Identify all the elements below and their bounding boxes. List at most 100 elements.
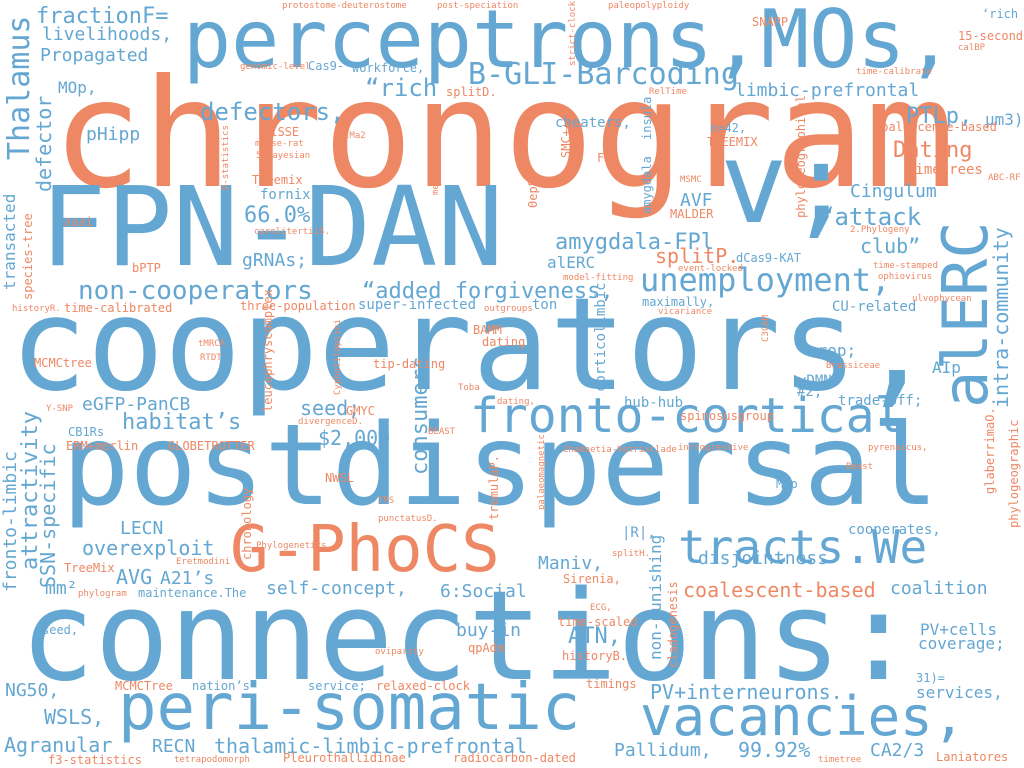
word: RTDT [200,353,222,363]
word: self-concept, [266,578,407,599]
word: AVF [680,190,713,211]
word: fronto-cortical [470,388,904,444]
word: timetrees [907,162,983,178]
word: mesohexaploidy [431,119,441,195]
word: ton [532,297,558,313]
word: gRNAs; [242,250,308,271]
word: fornix, [260,187,320,203]
word: LECN [120,518,164,539]
word: Treemix [252,173,303,187]
word: transacted [0,193,19,290]
word: v; [720,119,855,249]
word: time-calibrated [64,301,173,315]
word: amygdala [640,156,654,214]
word: eGFP-PanCB [82,394,191,415]
word: Cingulum [850,181,937,202]
word: Pallidum, [614,740,712,761]
word: 99.92% [738,738,811,762]
word: outgroups [484,304,533,314]
word: $2,000 [318,426,391,450]
word: insula [640,96,654,140]
word: livelihoods, [42,24,173,45]
word: ‘rich [982,7,1019,21]
word: C3CAM [761,314,771,342]
word: fractionF= [36,4,169,29]
word: splitD. [446,85,497,99]
word: tip-dating [373,357,446,371]
word: splitP. [655,244,740,268]
word: 2.Phylogeny [850,225,910,235]
word: MCMCtree [34,356,92,370]
word: ABC-RF [988,173,1021,183]
word: coalition [890,578,988,599]
word: Θep80 [526,171,540,208]
word: coalescent-based [683,578,876,602]
word: tMRCA [198,339,226,349]
word: GMYC [346,404,375,418]
word: BAMM [473,323,502,337]
word: qpAdm [468,641,505,655]
word: three-population [240,299,356,313]
word: CA2/3 [870,740,925,761]
word: unemployment, [640,261,891,299]
word: coverage; [918,634,1005,653]
word: PV+cells [920,620,998,639]
word: Thalamus [2,15,37,161]
word: spinosusgroup [680,409,774,423]
word: MALDER [670,207,714,221]
word: Brassiceae [826,361,881,371]
word: disjointness [698,548,829,569]
word: defector [32,95,56,192]
word: CB1Rs [68,425,105,439]
word: AVG [116,565,153,589]
word: genomic-level [240,62,311,72]
word: historyR. [12,304,61,314]
word: introgressive [678,443,749,453]
word: Cyphotilapiini [333,319,343,395]
word: pyrenaicus, [868,443,928,453]
word: GLOBETROTTER [168,439,255,453]
word: timetree [818,755,862,765]
word: Phylogenetics [256,541,327,551]
word: IMa2 [344,131,366,141]
word: #2; [797,384,823,400]
word: punctatusD. [378,514,438,524]
word: 31)= [916,671,945,685]
word: connections: [20,565,916,709]
word: chronogram [52,48,956,222]
word: Propagated [40,45,149,66]
word: FiSSE [263,125,300,139]
word: SMC++ [559,121,573,158]
word: alERC [929,221,1002,408]
word: FPN-DAN [40,163,504,291]
word: timings [586,677,637,691]
word: post-speciation [437,1,519,11]
word: Agranular [4,733,113,757]
word: 66.0%, [244,203,324,228]
word: trade-off; [838,393,923,409]
word: ECG, [590,603,612,613]
word: model-fitting [563,273,634,283]
word: buy-in [456,620,522,641]
word: Dating [893,138,973,163]
word: BEAST [428,427,456,437]
word: historyB. [562,649,628,663]
word: phylogram [78,589,127,599]
word: crop; [808,341,857,360]
word: vacancies, [640,685,966,748]
word: oviparity [375,647,424,657]
word: amygdala-FPl [555,230,714,255]
word: NG50, [5,680,60,701]
word: protostome-deuterostome [282,1,407,11]
word: chronology [240,487,254,560]
word: MOp [776,477,798,491]
word: alERC [547,253,596,272]
word: seed; [300,396,361,420]
word: Beast [846,462,874,472]
word: cooperates, [848,522,941,538]
word: palaeomagnetic [537,434,547,510]
word: tracts.We [678,520,928,574]
word: defectors, [200,98,345,126]
word: paleopolyploidy [608,1,690,11]
word: Sirenia, [563,572,621,586]
